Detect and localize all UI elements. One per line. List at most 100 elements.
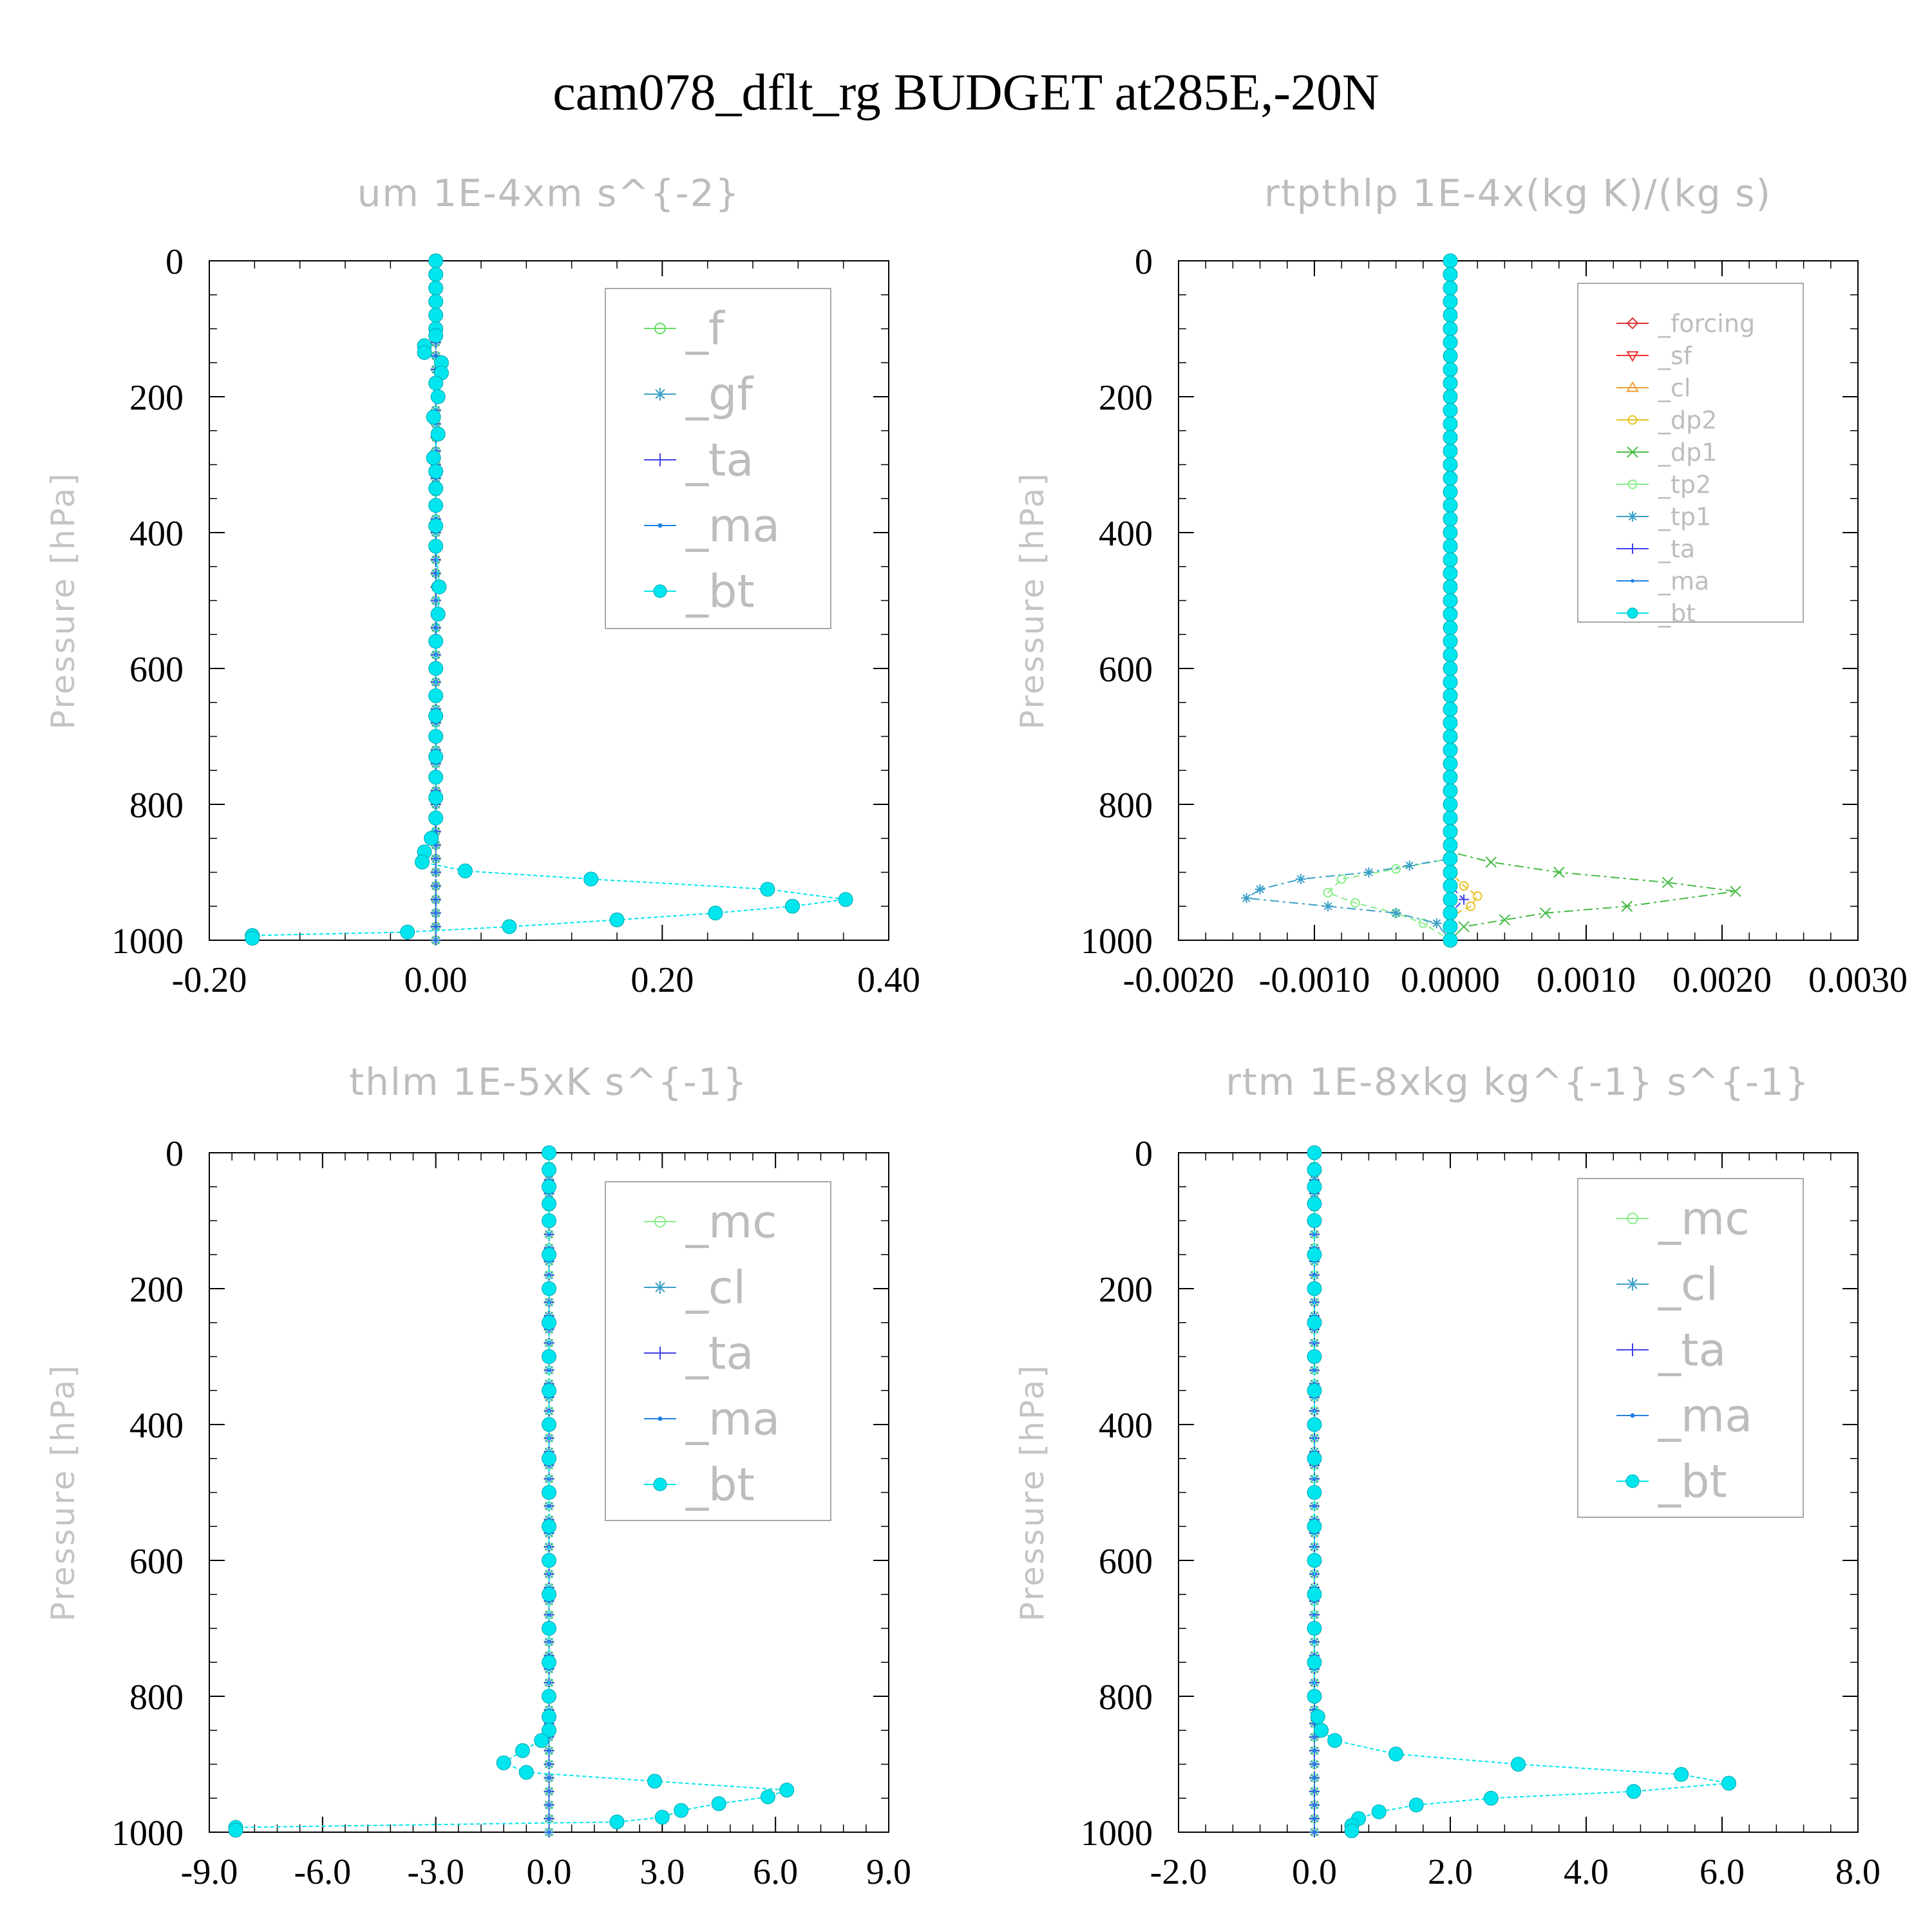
data-point xyxy=(547,1830,551,1834)
y-tick-label: 600 xyxy=(129,650,184,690)
y-tick-label: 400 xyxy=(129,514,184,554)
data-point xyxy=(547,1776,551,1780)
legend-entry: _ma xyxy=(644,1393,780,1446)
series-line xyxy=(1314,1153,1729,1831)
series-line xyxy=(251,261,846,938)
data-point xyxy=(1404,860,1415,871)
data-point xyxy=(547,1640,551,1644)
data-point xyxy=(1336,874,1347,884)
legend-entry: _ma xyxy=(1616,567,1709,595)
data-point xyxy=(542,1213,556,1228)
data-point xyxy=(542,1709,556,1725)
x-tick-label: 4.0 xyxy=(1564,1852,1609,1892)
data-point xyxy=(1307,1281,1322,1296)
legend-marker xyxy=(654,1281,667,1294)
data-point xyxy=(1344,1823,1359,1839)
data-point xyxy=(433,571,438,576)
data-point xyxy=(515,1743,530,1758)
data-point xyxy=(1307,1587,1322,1602)
data-point xyxy=(547,1748,551,1753)
data-point xyxy=(428,538,444,554)
data-point xyxy=(1323,901,1334,912)
data-point xyxy=(1443,743,1458,758)
data-point xyxy=(1307,1162,1322,1177)
data-point xyxy=(542,1451,556,1466)
data-point xyxy=(433,625,438,630)
data-point xyxy=(428,790,444,805)
y-axis-label: Pressure [hPa] xyxy=(44,471,82,730)
legend-marker xyxy=(1627,479,1638,489)
data-point xyxy=(428,729,444,744)
legend-marker xyxy=(1626,1343,1639,1356)
y-tick-label: 800 xyxy=(1099,1678,1153,1718)
x-tick-label: -3.0 xyxy=(407,1852,464,1892)
x-tick-label: 0.40 xyxy=(857,960,920,1000)
data-point xyxy=(1443,335,1458,350)
x-tick-label: 2.0 xyxy=(1428,1852,1473,1892)
y-axis-label: Pressure [hPa] xyxy=(1014,471,1051,730)
data-point xyxy=(609,1814,625,1830)
data-point xyxy=(542,1162,556,1177)
data-point xyxy=(1312,1232,1316,1236)
legend-label: _mc xyxy=(1658,1193,1750,1245)
data-point xyxy=(547,1762,551,1766)
legend-entry: _ma xyxy=(644,500,780,553)
data-point xyxy=(542,1723,556,1738)
x-tick-label: -6.0 xyxy=(294,1852,352,1892)
data-point xyxy=(542,1417,556,1432)
data-point xyxy=(1730,886,1741,897)
legend-label: _ma xyxy=(685,1393,780,1446)
legend-entry: _tp1 xyxy=(1616,502,1711,531)
legend-label: _ta xyxy=(685,434,753,487)
data-point xyxy=(1443,634,1458,649)
x-tick-label: 0.0 xyxy=(1292,1852,1337,1892)
data-point xyxy=(1307,1196,1322,1211)
y-tick-label: 1000 xyxy=(1081,1814,1153,1853)
data-point xyxy=(1443,307,1458,323)
data-point xyxy=(428,770,444,785)
data-point xyxy=(1626,1784,1642,1799)
legend-entry: _mc xyxy=(1616,1193,1750,1245)
x-tick-label: 0.0 xyxy=(527,1852,572,1892)
x-tick-label: -0.0020 xyxy=(1123,960,1235,1000)
data-point xyxy=(1307,1179,1322,1195)
plot-frame xyxy=(1178,260,1859,941)
plot-frame xyxy=(209,260,889,941)
legend-box xyxy=(1577,283,1804,623)
y-tick-label: 600 xyxy=(1099,1542,1153,1582)
legend-entry: _cl xyxy=(1616,1258,1718,1311)
data-point xyxy=(1307,1485,1322,1500)
legend-entry: _ta xyxy=(1616,1324,1726,1377)
x-tick-label: -0.20 xyxy=(172,960,247,1000)
x-tick-label: 0.20 xyxy=(630,960,694,1000)
legend-label: _ta xyxy=(1658,535,1695,563)
legend-marker xyxy=(654,453,667,466)
data-point xyxy=(547,1817,551,1821)
y-tick-label: 1000 xyxy=(1081,922,1153,961)
data-point xyxy=(1443,647,1458,663)
data-point xyxy=(1307,1519,1322,1534)
data-point xyxy=(1443,661,1458,676)
legend-entry: _cl xyxy=(1616,374,1690,402)
data-point xyxy=(1307,1621,1322,1636)
legend-marker xyxy=(1627,607,1638,619)
data-point xyxy=(542,1315,556,1331)
data-point xyxy=(426,450,441,466)
data-point xyxy=(433,870,438,875)
data-point xyxy=(1443,430,1458,445)
legend-entry: _f xyxy=(644,303,725,355)
data-point xyxy=(542,1587,556,1602)
data-point xyxy=(1312,1817,1316,1821)
x-tick-label: 0.0000 xyxy=(1401,960,1500,1000)
legend-entry: _gf xyxy=(644,368,753,421)
data-point xyxy=(430,607,446,622)
data-point xyxy=(1721,1776,1737,1791)
series-bt xyxy=(228,1145,795,1838)
x-tick-label: 0.0020 xyxy=(1672,960,1772,1000)
data-point xyxy=(428,253,444,269)
data-point xyxy=(1443,552,1458,567)
data-point xyxy=(1511,1757,1526,1772)
data-point xyxy=(1443,851,1458,866)
legend-label: _bt xyxy=(1658,599,1696,627)
